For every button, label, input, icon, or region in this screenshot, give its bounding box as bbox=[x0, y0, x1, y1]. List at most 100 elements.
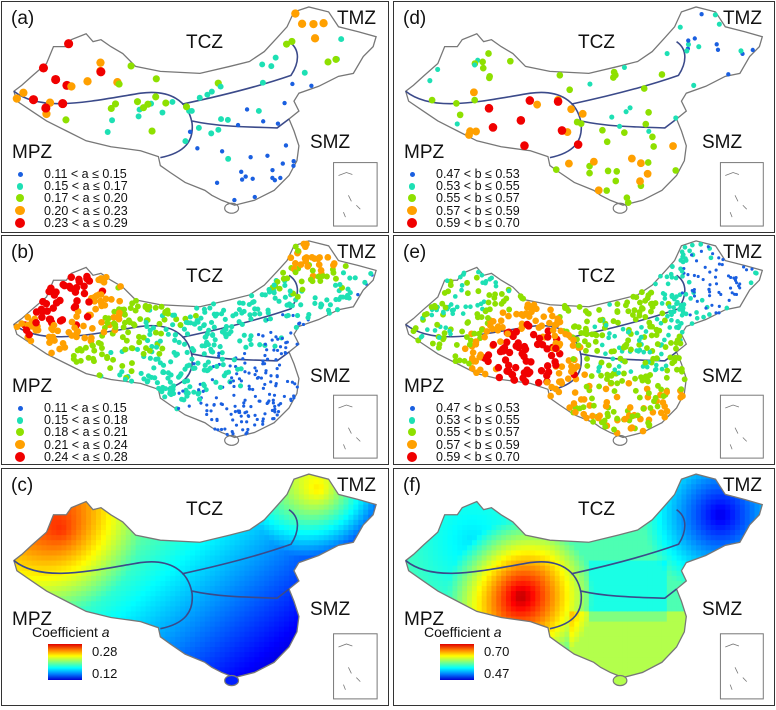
station-dot bbox=[603, 138, 611, 146]
legend-swatch bbox=[406, 194, 418, 203]
legend-swatch bbox=[14, 217, 26, 229]
station-dot bbox=[621, 129, 628, 137]
south-china-sea-inset bbox=[333, 633, 378, 700]
station-dot bbox=[291, 9, 300, 18]
station-dot bbox=[625, 379, 633, 387]
station-dot bbox=[657, 409, 665, 417]
station-dot bbox=[610, 356, 616, 362]
station-dot bbox=[181, 326, 187, 332]
station-dot bbox=[246, 427, 250, 432]
station-dot bbox=[602, 423, 609, 430]
station-dot bbox=[274, 358, 278, 362]
station-dot bbox=[287, 254, 295, 262]
station-dot bbox=[627, 154, 636, 163]
station-dot bbox=[297, 19, 307, 28]
station-dot bbox=[674, 301, 679, 307]
legend-swatch bbox=[406, 405, 418, 411]
station-dot bbox=[613, 167, 621, 175]
station-dot bbox=[210, 378, 215, 382]
legend-label: 0.53 < b ≤ 0.55 bbox=[436, 179, 520, 194]
station-dot bbox=[347, 290, 353, 296]
legend-item: 0.20 < a ≤ 0.23 bbox=[14, 204, 128, 217]
station-dot bbox=[145, 373, 152, 379]
station-dot bbox=[271, 401, 275, 405]
station-dot bbox=[544, 368, 553, 376]
station-dot bbox=[499, 309, 507, 316]
station-dot bbox=[469, 349, 477, 356]
legend-label: 0.59 < b ≤ 0.70 bbox=[436, 215, 520, 230]
station-dot bbox=[252, 311, 258, 317]
station-dot bbox=[482, 308, 489, 315]
station-dot bbox=[131, 322, 138, 329]
map-panel-b: (b) TCZ TMZ MPZ SMZ 0.11 < a ≤ 0.15 0.15 … bbox=[1, 235, 389, 465]
station-dot bbox=[489, 317, 497, 325]
station-dot bbox=[216, 428, 220, 432]
station-dot bbox=[330, 269, 337, 276]
station-dot bbox=[682, 244, 688, 250]
station-dot bbox=[238, 366, 244, 372]
station-dot bbox=[470, 88, 478, 97]
station-dot bbox=[583, 383, 590, 390]
station-dot bbox=[125, 329, 132, 336]
zone-label-smz: SMZ bbox=[702, 132, 743, 153]
station-dot bbox=[599, 126, 606, 134]
station-dot bbox=[332, 55, 340, 63]
station-dot bbox=[471, 330, 478, 337]
station-dot bbox=[285, 379, 290, 384]
station-dot bbox=[604, 167, 612, 175]
station-dot bbox=[208, 346, 214, 352]
station-dot bbox=[239, 414, 243, 418]
station-dot bbox=[547, 306, 554, 314]
station-dot bbox=[159, 109, 166, 116]
station-dot bbox=[429, 312, 435, 318]
station-dot bbox=[714, 268, 718, 272]
station-dot bbox=[499, 324, 506, 331]
station-dot bbox=[267, 316, 273, 322]
station-dot bbox=[356, 293, 360, 297]
station-dot bbox=[607, 331, 612, 336]
station-dot bbox=[612, 333, 618, 339]
station-dot bbox=[728, 286, 733, 290]
station-dot bbox=[566, 86, 573, 94]
station-dot bbox=[145, 338, 151, 344]
station-dot bbox=[284, 346, 288, 350]
station-dot bbox=[551, 332, 559, 340]
station-dot bbox=[674, 337, 681, 344]
station-dot bbox=[141, 376, 147, 382]
station-dot bbox=[688, 296, 693, 301]
station-dot bbox=[628, 369, 634, 374]
legend-swatch bbox=[406, 183, 418, 190]
station-dot bbox=[102, 273, 110, 281]
station-dot bbox=[162, 386, 169, 392]
station-dot bbox=[68, 318, 76, 326]
station-dot bbox=[647, 405, 654, 411]
legend-dot bbox=[16, 183, 24, 190]
station-dot bbox=[241, 428, 245, 432]
station-dot bbox=[173, 352, 179, 358]
station-dot bbox=[649, 133, 656, 141]
legend-dot bbox=[407, 439, 417, 450]
station-dot bbox=[488, 123, 498, 132]
station-dot bbox=[210, 332, 216, 339]
station-dot bbox=[472, 338, 480, 345]
station-dot bbox=[617, 355, 624, 362]
legend-label: 0.24 < a ≤ 0.28 bbox=[44, 449, 128, 464]
station-dot bbox=[583, 347, 589, 354]
station-dot bbox=[485, 50, 492, 57]
station-dot bbox=[276, 285, 283, 292]
station-dot bbox=[638, 289, 645, 296]
station-dot bbox=[270, 175, 275, 181]
station-dot bbox=[478, 301, 484, 307]
hainan-island bbox=[612, 202, 628, 214]
station-dot bbox=[338, 36, 345, 43]
station-dot bbox=[660, 393, 667, 400]
station-dot bbox=[612, 367, 618, 373]
colorbar-max: 0.28 bbox=[92, 644, 118, 659]
station-dot bbox=[463, 304, 469, 310]
station-dot bbox=[625, 308, 632, 315]
station-dot bbox=[653, 281, 658, 287]
station-dot bbox=[636, 394, 643, 401]
station-dot bbox=[589, 395, 595, 402]
station-dot bbox=[642, 359, 649, 366]
station-dot bbox=[659, 351, 664, 357]
